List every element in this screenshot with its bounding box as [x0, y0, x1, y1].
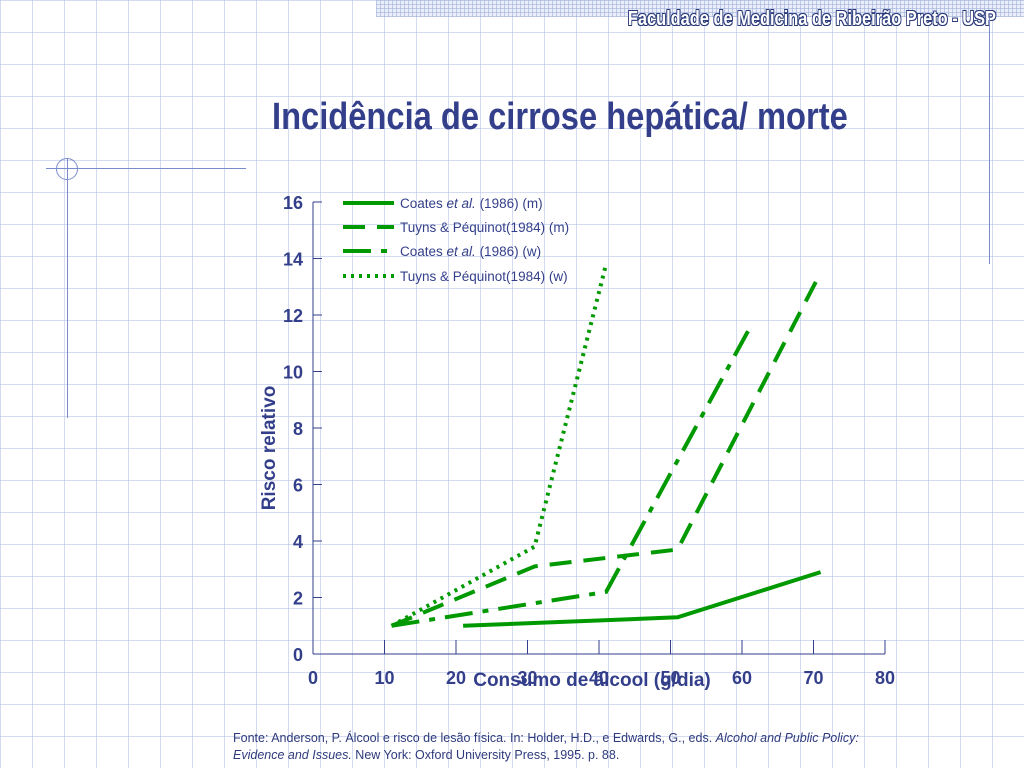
x-tick-label-10: 10 [374, 668, 394, 688]
y-tick-label-8: 8 [293, 419, 303, 439]
x-tick-label-40: 40 [589, 668, 609, 688]
decorative-vertical-line-right [989, 18, 990, 264]
x-tick-label-30: 30 [517, 668, 537, 688]
legend-label-2: Tuyns & Péquinot(1984) (m) [400, 220, 569, 235]
x-tick-label-20: 20 [446, 668, 466, 688]
y-axis-label: Risco relativo [259, 386, 280, 511]
x-tick-label-80: 80 [875, 668, 895, 688]
decorative-circle [56, 158, 78, 180]
x-tick-label-60: 60 [732, 668, 752, 688]
x-tick-label-70: 70 [803, 668, 823, 688]
y-tick-label-12: 12 [283, 306, 303, 326]
y-tick-label-6: 6 [293, 476, 303, 496]
series-line-3 [391, 328, 751, 628]
decorative-vertical-line-left [67, 158, 68, 418]
slide-title: Incidência de cirrose hepática/ morte [272, 96, 848, 138]
y-tick-label-16: 16 [283, 193, 303, 213]
source-text-italic: Alcohol and Public Policy: Evidence and … [233, 731, 859, 762]
x-tick-label-0: 0 [308, 668, 318, 688]
decorative-horizontal-line-left [46, 168, 246, 169]
series-line-2 [390, 271, 823, 628]
series-line-1 [463, 570, 822, 628]
institution-label: Faculdade de Medicina de Ribeirão Preto … [627, 8, 996, 30]
y-tick-label-2: 2 [293, 589, 303, 609]
y-tick-label-0: 0 [293, 645, 303, 665]
x-axis-label: Consumo de álcool (g/dia) [473, 670, 711, 691]
source-text-part1: Fonte: Anderson, P. Álcool e risco de le… [233, 731, 716, 745]
x-tick-label-50: 50 [660, 668, 680, 688]
y-tick-label-4: 4 [293, 532, 303, 552]
legend-label-1: Coates et al. (1986) (m) [400, 196, 543, 211]
header-band [376, 0, 1024, 17]
source-citation: Fonte: Anderson, P. Álcool e risco de le… [233, 730, 873, 764]
series-line-4 [390, 263, 609, 628]
legend-label-4: Tuyns & Péquinot(1984) (w) [400, 269, 568, 284]
y-tick-label-10: 10 [283, 363, 303, 383]
y-tick-label-14: 14 [283, 250, 303, 270]
source-text-part3: New York: Oxford University Press, 1995.… [351, 748, 620, 762]
legend-label-3: Coates et al. (1986) (w) [400, 244, 541, 259]
